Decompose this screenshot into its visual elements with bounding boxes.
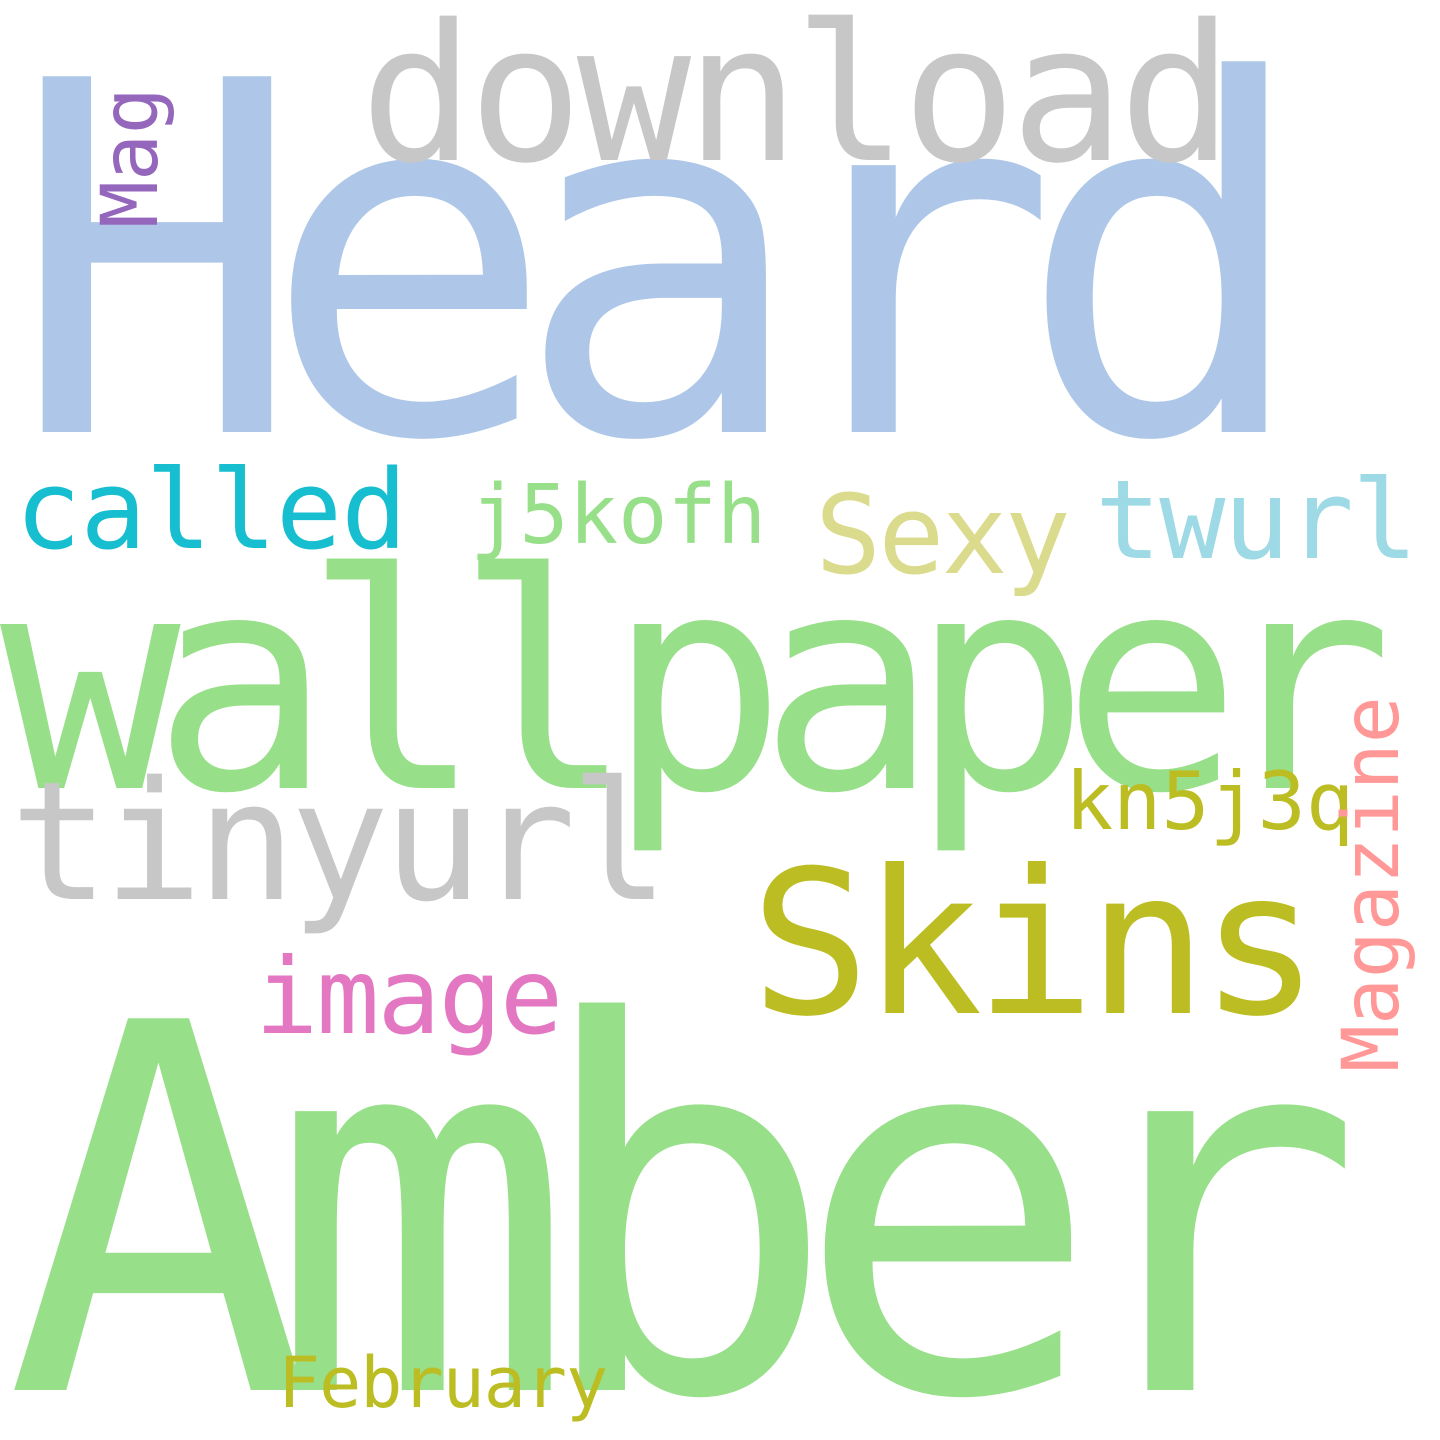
word-j5kofh: j5kofh: [470, 475, 766, 557]
word-magazine: Magazine: [1333, 696, 1411, 1072]
word-tinyurl: tinyurl: [10, 760, 663, 925]
word-february: February: [278, 1348, 607, 1418]
word-twurl: twurl: [1095, 465, 1416, 575]
word-skins: Skins: [750, 845, 1312, 1045]
word-sexy: Sexy: [815, 480, 1068, 590]
word-called: called: [15, 455, 406, 565]
word-mag: Mag: [92, 87, 170, 228]
word-kn5j3q: kn5j3q: [1065, 762, 1354, 842]
word-download: download: [360, 0, 1227, 190]
word-image: image: [255, 945, 561, 1050]
